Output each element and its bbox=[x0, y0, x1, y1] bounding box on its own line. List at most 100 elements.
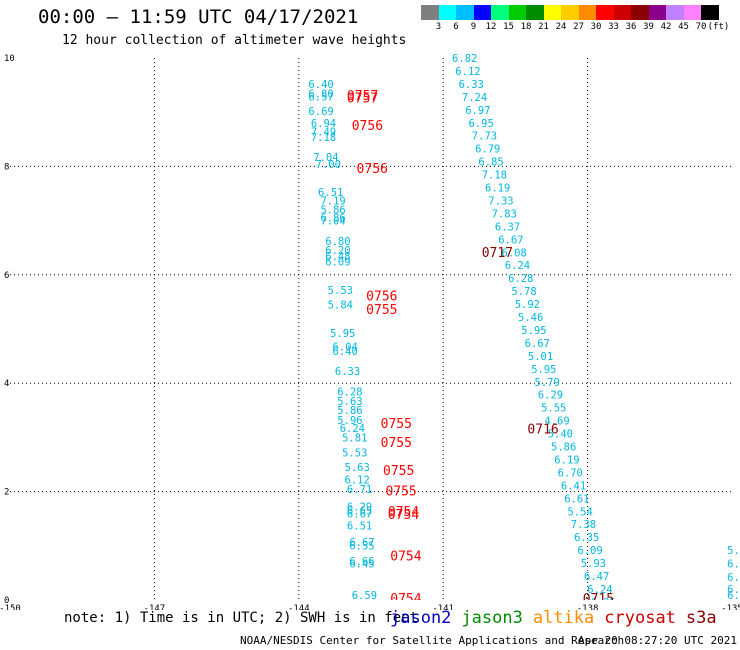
data-point-label: 6.79 bbox=[475, 144, 500, 156]
colorbar-tick-label: 36 bbox=[625, 22, 637, 32]
legend-item-jason2: jason2 bbox=[390, 608, 452, 628]
data-point-label: 5.78 bbox=[511, 286, 536, 298]
y-tick-label: 4 bbox=[4, 379, 9, 389]
colorbar-cell bbox=[578, 5, 596, 20]
data-point-label: 6.97 bbox=[465, 105, 490, 117]
data-point-label: 6.61 bbox=[564, 493, 589, 505]
data-point-label: 6.48 bbox=[325, 251, 350, 263]
data-point-label: 5.63 bbox=[345, 462, 370, 474]
data-point-label: 6. bbox=[727, 584, 740, 596]
x-tick-label: -141 bbox=[432, 604, 454, 610]
time-label: 0715 bbox=[583, 592, 614, 607]
data-point-label: 6.33 bbox=[335, 366, 360, 378]
data-point-label: 7.19 bbox=[320, 195, 345, 207]
data-point-label: 6.12 bbox=[345, 474, 370, 486]
data-point-label: 5.01 bbox=[528, 351, 553, 363]
colorbar-cell bbox=[456, 5, 474, 20]
data-point-label: 6.55 bbox=[349, 541, 374, 553]
data-point-label: 6.85 bbox=[478, 157, 503, 169]
data-point-label: 6.19 bbox=[554, 454, 579, 466]
time-label: 0754 bbox=[390, 592, 421, 607]
colorbar-tick-label: 12 bbox=[485, 22, 497, 32]
colorbar-tick-label: 39 bbox=[643, 22, 654, 32]
colorbar-tick-label: 6 bbox=[453, 22, 459, 32]
data-point-label: 6.82 bbox=[452, 53, 477, 65]
data-point-label: 7.04 bbox=[313, 152, 338, 164]
data-point-label: 6.12 bbox=[455, 66, 480, 78]
data-point-label: 7.49 bbox=[311, 127, 336, 139]
data-point-label: 6.65 bbox=[347, 505, 372, 517]
colorbar-tick-label: 30 bbox=[590, 22, 602, 32]
colorbar-tick-label: 18 bbox=[520, 22, 532, 32]
wave-height-plot: -150-147-144-141-138-13502468106.406.806… bbox=[0, 53, 740, 610]
data-point-label: 6.24 bbox=[505, 260, 530, 272]
time-label: 0756 bbox=[366, 289, 397, 304]
legend-item-altika: altika bbox=[532, 608, 595, 628]
page-title: 00:00 – 11:59 UTC 04/17/2021 bbox=[38, 6, 359, 28]
colorbar-ticks: 3 6 9 12 15 18 21 24 27 30 33 36 39 42 45 70 (ft) bbox=[421, 22, 731, 34]
time-label: 0755 bbox=[381, 436, 412, 451]
data-point-label: 6.71 bbox=[347, 484, 372, 496]
data-point-label: 6.40 bbox=[308, 79, 333, 91]
time-label: 0754 bbox=[388, 508, 419, 523]
data-point-label: 6.57 bbox=[308, 91, 333, 103]
data-point-label: 5.40 bbox=[548, 429, 573, 441]
data-point-label: 6.67 bbox=[349, 537, 374, 549]
colorbar-cell bbox=[701, 5, 719, 20]
colorbar-cell bbox=[561, 5, 579, 20]
data-point-label: 7.73 bbox=[472, 131, 497, 143]
data-point-label: 6.35 bbox=[574, 532, 599, 544]
colorbar-tick-label: 24 bbox=[555, 22, 567, 32]
time-label: 0754 bbox=[390, 550, 421, 565]
data-point-label: 6.70 bbox=[558, 467, 583, 479]
colorbar-tick-label: 45 bbox=[678, 22, 689, 32]
time-label: 0755 bbox=[381, 417, 412, 432]
data-point-label: 6.28 bbox=[508, 273, 533, 285]
colorbar-tick-label: 33 bbox=[608, 22, 619, 32]
time-label: 0755 bbox=[385, 485, 416, 500]
data-point-label: 6. bbox=[727, 572, 740, 584]
data-point-label: 6.28 bbox=[337, 387, 362, 399]
footer-credit: NOAA/NESDIS Center for Satellite Applica… bbox=[240, 634, 625, 647]
data-point-label: 5.53 bbox=[342, 447, 367, 459]
y-tick-label: 8 bbox=[4, 162, 9, 172]
data-point-label: 5.55 bbox=[541, 403, 566, 415]
data-point-label: 6.08 bbox=[502, 247, 527, 259]
data-point-label: 6.66 bbox=[349, 556, 374, 568]
time-label: 0757 bbox=[347, 92, 378, 107]
data-point-label: 6.67 bbox=[525, 338, 550, 350]
data-layer: 6.406.806.576.696.947.497.187.047.006.51… bbox=[308, 53, 740, 607]
data-point-label: 6.09 bbox=[577, 545, 602, 557]
data-point-label: 6.59 bbox=[352, 590, 377, 602]
colorbar-tick-label: 42 bbox=[660, 22, 672, 32]
data-point-label: 5.86 bbox=[320, 205, 345, 217]
data-point-label: 6.80 bbox=[325, 236, 350, 248]
colorbar-cell bbox=[631, 5, 649, 20]
colorbar-tick-label: 3 bbox=[435, 22, 442, 32]
data-point-label: 7.38 bbox=[571, 519, 596, 531]
data-point-label: 5.84 bbox=[328, 299, 353, 311]
time-label: 0716 bbox=[527, 422, 558, 437]
colorbar-cell bbox=[683, 5, 701, 20]
data-point-label: 5. bbox=[727, 545, 740, 557]
data-point-label: 5.96 bbox=[337, 415, 362, 427]
time-label: 0754 bbox=[388, 505, 419, 520]
data-point-label: 7.04 bbox=[320, 215, 345, 227]
data-point-label: 7.18 bbox=[311, 132, 336, 144]
data-point-label: 5.81 bbox=[342, 433, 367, 445]
data-point-label: 5.86 bbox=[337, 405, 362, 417]
time-label: 0755 bbox=[383, 464, 414, 479]
data-point-label: 6.41 bbox=[561, 480, 586, 492]
data-point-label: 6.04 bbox=[332, 342, 357, 354]
data-point-label: 6.2 bbox=[727, 590, 740, 602]
data-point-label: 7.18 bbox=[482, 170, 507, 182]
data-point-label: 6.51 bbox=[347, 521, 372, 533]
page-subtitle: 12 hour collection of altimeter wave hei… bbox=[62, 33, 407, 48]
data-point-label: 5.92 bbox=[515, 299, 540, 311]
data-point-label: 7.24 bbox=[462, 92, 487, 104]
time-label: 0756 bbox=[357, 162, 388, 177]
data-point-label: 6.67 bbox=[347, 509, 372, 521]
colorbar-cell bbox=[421, 5, 439, 20]
colorbar-tick-label: (ft) bbox=[707, 22, 730, 32]
satellite-legend: jason2 jason3 altika cryosat s3a bbox=[390, 608, 727, 628]
